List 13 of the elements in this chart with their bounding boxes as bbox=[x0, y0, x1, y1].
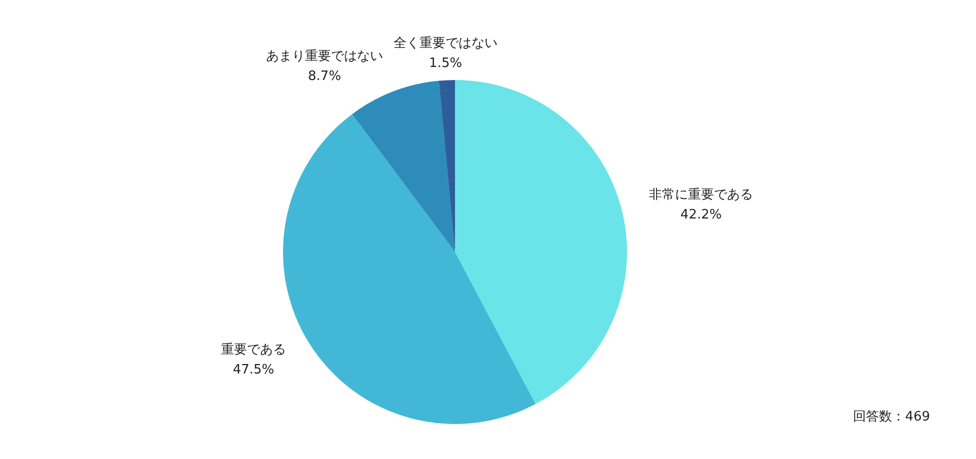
data-label: 47.5% bbox=[232, 362, 274, 378]
slice-label: 重要である bbox=[221, 342, 286, 358]
pie-slice bbox=[352, 80, 455, 252]
pie-slice bbox=[438, 80, 455, 252]
data-label: 8.7% bbox=[308, 68, 342, 84]
data-label: 1.5% bbox=[429, 56, 462, 71]
pie-slice bbox=[455, 80, 627, 404]
text: 回答数：469 bbox=[853, 410, 930, 425]
slice-label: 全く重要ではない bbox=[394, 36, 498, 51]
data-label: 42.2% bbox=[680, 207, 722, 222]
slice-label: あまり重要ではない bbox=[266, 48, 384, 64]
pie-slice bbox=[283, 114, 536, 424]
slice-label: 非常に重要である bbox=[649, 187, 754, 202]
